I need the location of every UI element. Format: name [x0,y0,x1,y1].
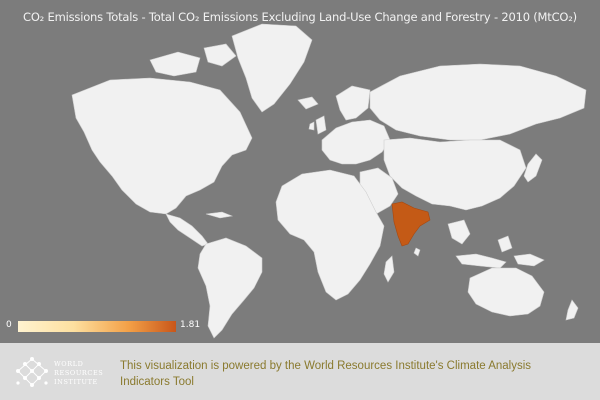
region-south-america[interactable] [197,237,263,339]
legend: 0 1.81 [0,318,240,336]
region-india[interactable] [391,201,431,247]
wri-line-3: INSTITUTE [54,378,98,386]
region-north-america[interactable] [71,77,253,215]
region-greenland[interactable] [231,23,313,113]
wri-line-2: RESOURCES [54,369,104,377]
wri-logo-icon[interactable] [14,355,50,391]
wri-wordmark: WORLD RESOURCES INSTITUTE [54,360,103,387]
region-iceland[interactable] [297,96,319,110]
region-australia[interactable] [467,267,545,317]
region-russia[interactable] [369,63,587,141]
region-europe[interactable] [321,119,391,165]
map-title: CO₂ Emissions Totals - Total CO₂ Emissio… [23,10,577,24]
region-scandinavia[interactable] [335,85,371,121]
region-japan[interactable] [523,153,543,183]
region-uk[interactable] [308,115,327,135]
world-map[interactable] [0,0,600,343]
region-asia[interactable] [383,137,527,211]
footer: WORLD RESOURCES INSTITUTE This visualiza… [0,343,600,400]
region-central-america[interactable] [165,213,209,247]
region-new-guinea[interactable] [513,253,545,267]
map-panel: CO₂ Emissions Totals - Total CO₂ Emissio… [0,0,600,343]
region-sri-lanka[interactable] [413,247,421,257]
legend-max-label: 1.81 [180,320,201,330]
legend-min-label: 0 [6,320,12,330]
region-arctic-islands[interactable] [149,43,237,77]
region-southeast-asia[interactable] [447,219,513,269]
region-caribbean[interactable] [205,211,234,219]
footer-credit[interactable]: This visualization is powered by the Wor… [120,360,532,388]
region-africa[interactable] [275,169,385,301]
legend-color-scale [18,321,176,332]
region-new-zealand[interactable] [565,299,579,321]
wri-line-1: WORLD [54,360,84,368]
region-madagascar[interactable] [383,255,395,283]
